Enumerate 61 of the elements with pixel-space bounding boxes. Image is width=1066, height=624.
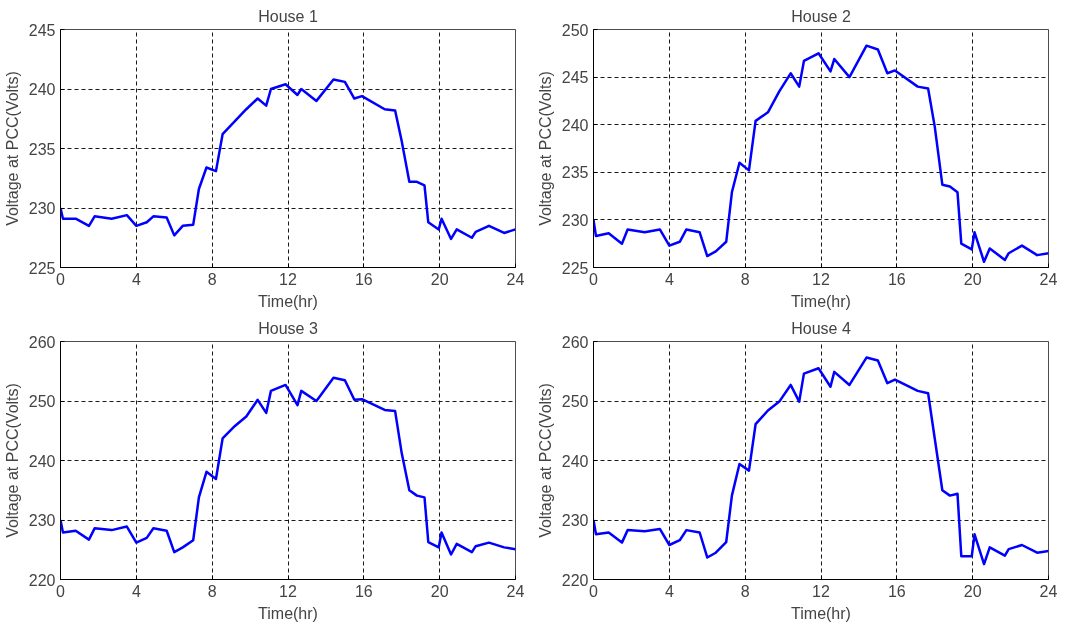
x-tick-label: 0 [589, 582, 599, 600]
x-tick-label: 4 [664, 270, 674, 288]
x-tick-label: 24 [506, 582, 525, 600]
x-tick-label: 8 [740, 582, 750, 600]
y-tick-label: 230 [561, 211, 589, 229]
x-axis-title: Time(hr) [258, 292, 318, 310]
x-tick-label: 8 [207, 270, 217, 288]
y-tick-label: 225 [28, 259, 56, 277]
chart-title: House 3 [258, 319, 318, 337]
x-tick-label: 12 [279, 582, 297, 600]
x-tick-label: 20 [430, 270, 449, 288]
y-tick-label: 250 [28, 393, 56, 410]
x-tick-label: 20 [430, 582, 449, 600]
x-tick-label: 8 [207, 582, 217, 600]
y-tick-label: 240 [28, 81, 56, 98]
y-tick-label: 245 [561, 69, 589, 87]
x-tick-label: 24 [506, 270, 525, 288]
x-tick-label: 24 [1039, 270, 1058, 288]
y-axis-title: Voltage at PCC(Volts) [3, 383, 21, 538]
x-tick-label: 12 [279, 270, 297, 288]
y-tick-label: 235 [561, 164, 589, 182]
x-tick-label: 0 [56, 270, 66, 288]
y-axis-title: Voltage at PCC(Volts) [536, 383, 554, 538]
x-tick-label: 12 [812, 582, 830, 600]
y-tick-label: 230 [561, 512, 589, 529]
x-tick-label: 0 [56, 582, 66, 600]
y-tick-label: 250 [561, 21, 589, 39]
y-tick-label: 230 [28, 200, 56, 217]
x-tick-label: 16 [354, 582, 373, 600]
y-tick-label: 240 [561, 452, 589, 470]
y-tick-label: 225 [561, 259, 589, 277]
x-axis-title: Time(hr) [258, 604, 318, 622]
y-tick-label: 220 [28, 571, 56, 589]
y-axis-title: Voltage at PCC(Volts) [536, 71, 554, 226]
x-tick-label: 12 [812, 270, 830, 288]
chart-title: House 4 [791, 319, 851, 337]
y-tick-label: 220 [561, 571, 589, 589]
y-tick-label: 245 [28, 21, 56, 39]
x-tick-label: 4 [131, 582, 141, 600]
x-tick-label: 16 [887, 582, 906, 600]
x-axis-title: Time(hr) [791, 604, 851, 622]
chart-title: House 1 [258, 7, 318, 25]
chart-title: House 2 [791, 7, 851, 25]
y-tick-label: 240 [28, 452, 56, 470]
y-tick-label: 240 [561, 116, 589, 134]
x-tick-label: 8 [740, 270, 750, 288]
x-axis-title: Time(hr) [791, 292, 851, 310]
x-tick-label: 24 [1039, 582, 1058, 600]
y-tick-label: 235 [28, 140, 56, 158]
y-tick-label: 260 [561, 333, 589, 351]
x-tick-label: 20 [963, 270, 982, 288]
x-tick-label: 0 [589, 270, 599, 288]
x-tick-label: 20 [963, 582, 982, 600]
y-tick-label: 260 [28, 333, 56, 351]
y-axis-title: Voltage at PCC(Volts) [3, 71, 21, 226]
x-tick-label: 16 [887, 270, 906, 288]
x-tick-label: 4 [131, 270, 141, 288]
y-tick-label: 230 [28, 512, 56, 529]
x-tick-label: 16 [354, 270, 373, 288]
y-tick-label: 250 [561, 393, 589, 410]
x-tick-label: 4 [664, 582, 674, 600]
